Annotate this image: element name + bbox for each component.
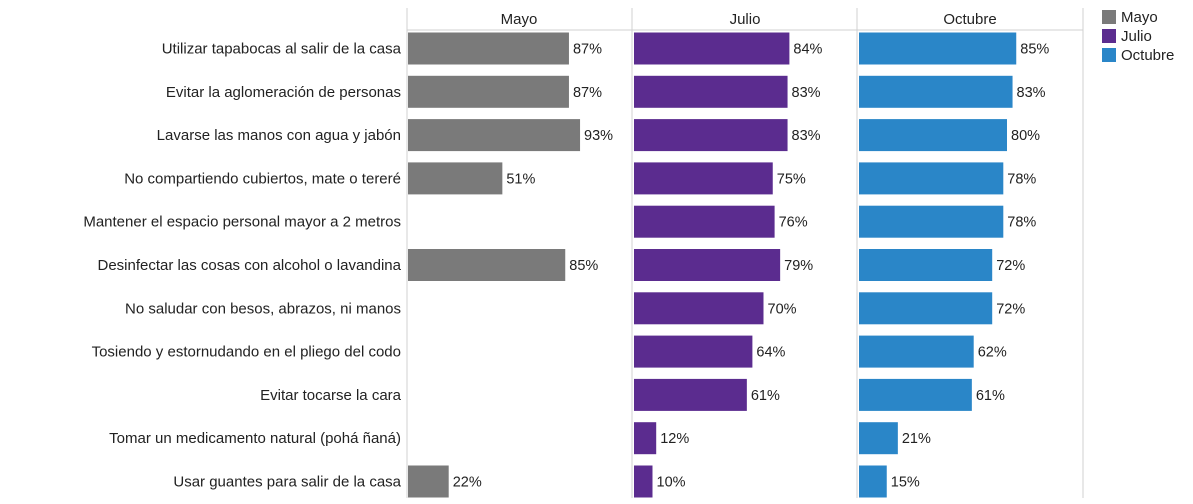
category-label: Evitar tocarse la cara	[260, 387, 402, 404]
category-label: Evitar la aglomeración de personas	[166, 84, 401, 101]
panel-title-mayo: Mayo	[501, 11, 538, 28]
bar-julio	[634, 119, 788, 152]
bar-mayo	[408, 249, 566, 281]
data-label: 84%	[793, 42, 822, 58]
data-label: 85%	[569, 258, 598, 274]
bar-octubre	[859, 32, 1017, 65]
category-label: Mantener el espacio personal mayor a 2 m…	[83, 214, 401, 231]
data-label: 72%	[996, 301, 1025, 317]
data-label: 15%	[891, 475, 920, 491]
bar-mayo	[408, 75, 569, 108]
panel-title-julio: Julio	[730, 11, 761, 28]
bar-octubre	[859, 422, 898, 455]
bar-julio	[634, 75, 788, 108]
data-label: 76%	[779, 215, 808, 231]
data-label: 93%	[584, 128, 613, 144]
data-label: 12%	[660, 431, 689, 447]
bar-octubre	[859, 335, 974, 368]
bar-mayo	[408, 32, 569, 65]
legend-swatch	[1102, 48, 1116, 62]
panel-title-octubre: Octubre	[943, 11, 996, 28]
data-label: 72%	[996, 258, 1025, 274]
category-label: Tosiendo y estornudando en el pliego del…	[92, 344, 401, 361]
bar-julio	[634, 162, 773, 195]
bar-mayo	[408, 465, 449, 498]
category-label: Usar guantes para salir de la casa	[173, 474, 401, 491]
bar-octubre	[859, 292, 993, 325]
bar-julio	[634, 378, 747, 411]
data-label: 61%	[751, 388, 780, 404]
category-label: Tomar un medicamento natural (pohá ñaná)	[109, 430, 401, 447]
bar-octubre	[859, 378, 972, 411]
category-label: Utilizar tapabocas al salir de la casa	[162, 41, 402, 58]
data-label: 79%	[784, 258, 813, 274]
data-label: 85%	[1020, 42, 1049, 58]
bar-julio	[634, 205, 775, 238]
data-label: 83%	[792, 85, 821, 101]
bar-julio	[634, 249, 781, 281]
category-label: No compartiendo cubiertos, mate o tereré	[124, 170, 401, 187]
bar-octubre	[859, 249, 993, 281]
data-label: 21%	[902, 431, 931, 447]
data-label: 78%	[1007, 215, 1036, 231]
data-label: 75%	[777, 171, 806, 187]
legend-swatch	[1102, 10, 1116, 24]
bar-julio	[634, 422, 657, 455]
data-label: 87%	[573, 85, 602, 101]
bar-octubre	[859, 205, 1004, 238]
bar-octubre	[859, 119, 1007, 152]
data-label: 80%	[1011, 128, 1040, 144]
data-label: 70%	[768, 301, 797, 317]
data-label: 51%	[506, 171, 535, 187]
bar-mayo	[408, 162, 503, 195]
category-label: Lavarse las manos con agua y jabón	[157, 127, 401, 144]
bar-octubre	[859, 75, 1013, 108]
category-label: No saludar con besos, abrazos, ni manos	[125, 300, 401, 317]
data-label: 83%	[1017, 85, 1046, 101]
category-label: Desinfectar las cosas con alcohol o lava…	[97, 257, 401, 274]
bar-octubre	[859, 162, 1004, 195]
data-label: 62%	[978, 345, 1007, 361]
bar-mayo	[408, 119, 581, 152]
data-label: 83%	[792, 128, 821, 144]
bar-julio	[634, 465, 653, 498]
data-label: 10%	[657, 475, 686, 491]
legend-label: Mayo	[1121, 9, 1158, 26]
data-label: 22%	[453, 475, 482, 491]
data-label: 64%	[756, 345, 785, 361]
data-label: 61%	[976, 388, 1005, 404]
legend-label: Julio	[1121, 28, 1152, 45]
bar-julio	[634, 335, 753, 368]
legend-swatch	[1102, 29, 1116, 43]
data-label: 87%	[573, 42, 602, 58]
bar-julio	[634, 292, 764, 325]
bar-octubre	[859, 465, 887, 498]
legend-label: Octubre	[1121, 47, 1174, 64]
data-label: 78%	[1007, 171, 1036, 187]
bar-julio	[634, 32, 790, 65]
